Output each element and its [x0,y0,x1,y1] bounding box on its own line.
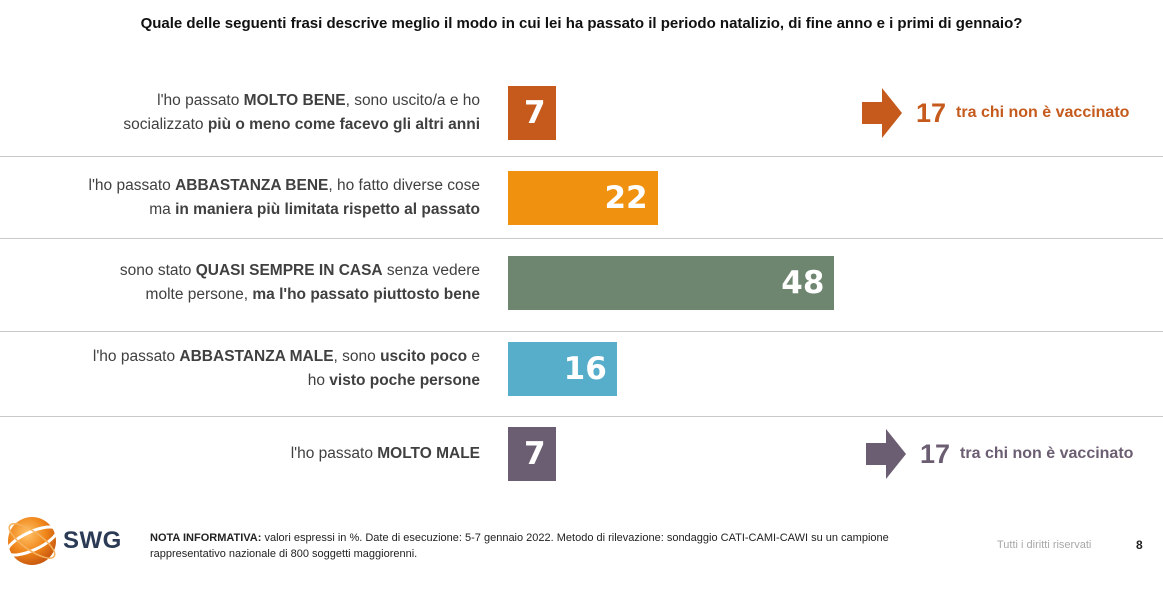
category-label-part: uscito poco [380,348,468,365]
category-label-part: ABBASTANZA BENE [175,177,329,194]
category-label-part: socializzato [123,116,208,133]
category-label-part: l'ho passato [88,177,176,194]
row-divider [0,156,1163,157]
category-label-part: sono stato [119,262,196,279]
category-label-part: MOLTO BENE [243,92,346,109]
bar: 48 [508,256,835,310]
row-divider [0,416,1163,417]
arrow-right-icon [862,88,902,138]
rights-text: Tutti i diritti riservati [997,539,1092,551]
bar-value-label: 7 [524,436,546,472]
category-label: l'ho passato ABBASTANZA MALE, sono uscit… [10,345,480,393]
category-label-part: , ho fatto diverse cose [328,177,480,194]
category-label-part: molte persone, [145,286,253,303]
bar-chart: l'ho passato MOLTO BENE, sono uscito/a e… [0,72,1163,498]
category-label-part: QUASI SEMPRE IN CASA [195,262,383,279]
callout-text: tra chi non è vaccinato [956,104,1130,121]
logo-text: SWG [63,527,122,554]
category-label-part: , sono [333,348,381,365]
category-label-part: ma l'ho passato piuttosto bene [252,286,480,303]
note-text: valori espressi in %. Date di esecuzione… [150,532,889,560]
callout-value: 17 [920,438,951,469]
category-label: sono stato QUASI SEMPRE IN CASA senza ve… [10,259,480,307]
category-label-part: MOLTO MALE [377,445,480,462]
bar: 7 [508,86,556,140]
bar-value-label: 48 [781,265,825,301]
bar-value-label: 7 [524,95,546,131]
category-label-part: ABBASTANZA MALE [179,348,334,365]
bar: 22 [508,171,658,225]
arrow-right-icon [866,429,906,479]
swg-logo-icon [5,517,59,565]
callout: 17 tra chi non è vaccinato [862,86,1129,140]
category-label-part: , sono uscito/a e ho [345,92,480,109]
callout-value: 17 [916,97,947,128]
bar-value-label: 16 [563,351,607,387]
category-label-part: in maniera più limitata rispetto al pass… [175,201,480,218]
category-label-part: l'ho passato [157,92,244,109]
bar-value-label: 22 [604,180,648,216]
question-title: Quale delle seguenti frasi descrive megl… [140,15,1023,32]
page-number: 8 [1136,538,1143,552]
category-label: l'ho passato MOLTO BENE, sono uscito/a e… [10,89,480,137]
category-label-part: senza vedere [382,262,480,279]
note-label: NOTA INFORMATIVA: [150,532,262,544]
bar: 7 [508,427,556,481]
category-label-part: l'ho passato [92,348,180,365]
category-label-part: ma [149,201,176,218]
category-label-part: e [467,348,480,365]
category-label-part: l'ho passato [290,445,378,462]
category-label-part: più o meno come facevo gli altri anni [207,116,480,133]
callout: 17 tra chi non è vaccinato [866,427,1133,481]
row-divider [0,331,1163,332]
category-label-part: visto poche persone [329,372,480,389]
footnote: NOTA INFORMATIVA: valori espressi in %. … [150,530,920,562]
category-label: l'ho passato ABBASTANZA BENE, ho fatto d… [10,174,480,222]
row-divider [0,238,1163,239]
category-label: l'ho passato MOLTO MALE [10,442,480,466]
bar: 16 [508,342,617,396]
category-label-part: ho [307,372,330,389]
callout-text: tra chi non è vaccinato [960,445,1134,462]
